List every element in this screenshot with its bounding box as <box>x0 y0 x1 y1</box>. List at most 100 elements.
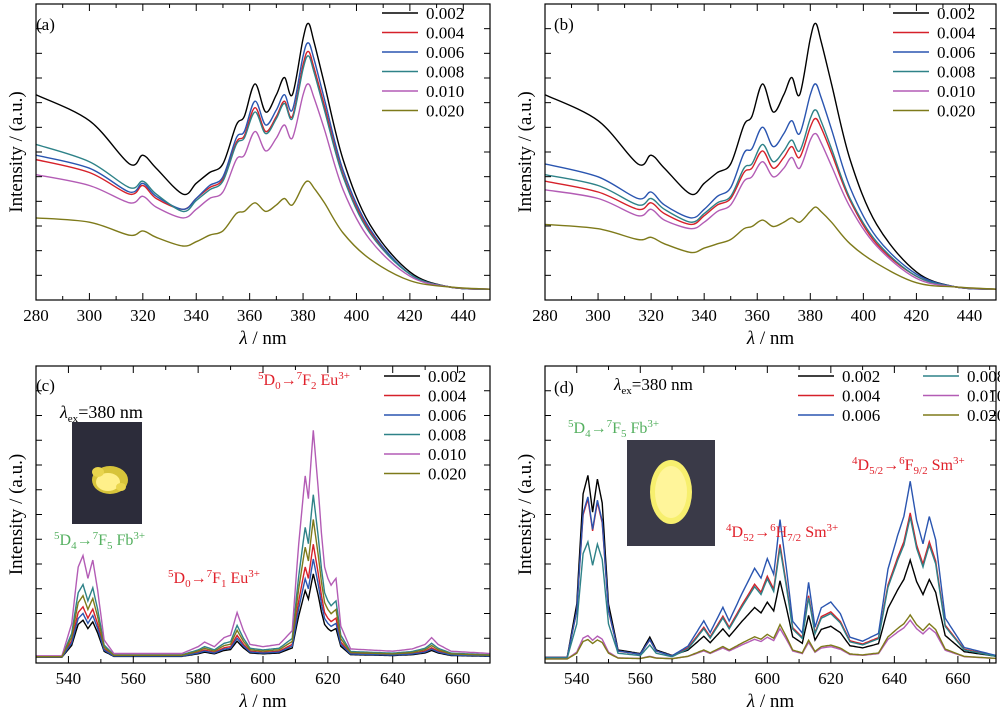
series-line-0.020 <box>545 206 996 290</box>
x-tick-label: 360 <box>237 306 263 325</box>
excitation-label-d: λex=380 nm <box>613 375 693 397</box>
inset-photo-d <box>627 440 715 546</box>
x-tick-label: 600 <box>250 669 276 688</box>
x-tick-label: 540 <box>564 669 590 688</box>
legend-label-0.004: 0.004 <box>842 387 881 406</box>
annotation-5d4-7f5-c: 5D4→7F5 Fb3+ <box>54 530 145 552</box>
series-group <box>36 430 490 658</box>
x-tick-label: 340 <box>691 306 717 325</box>
series-line-0.020 <box>36 180 490 290</box>
x-tick-label: 600 <box>755 669 781 688</box>
legend-label-0.010: 0.010 <box>428 445 466 464</box>
panels: 280 300 320 340 360 380 400 420 440 λ / nm Intensi… <box>6 3 1000 712</box>
panel-tag-b: (b) <box>554 15 574 34</box>
legend-label-0.002: 0.002 <box>428 367 466 386</box>
legend-label-0.020: 0.020 <box>426 102 464 121</box>
x-tick-label: 620 <box>315 669 341 688</box>
plot-frame <box>35 3 491 301</box>
inset-photo-c <box>72 422 142 524</box>
legend-label-0.020: 0.020 <box>937 102 975 121</box>
series-line-0.004 <box>36 50 490 290</box>
x-tick-label: 620 <box>818 669 844 688</box>
x-axis-title: λ / nm <box>238 328 287 349</box>
series-line-0.010 <box>545 132 996 290</box>
legend-label-0.010: 0.010 <box>426 82 464 101</box>
series-line-0.006 <box>36 42 490 290</box>
x-tick-label: 320 <box>638 306 664 325</box>
x-tick-label: 580 <box>691 669 717 688</box>
x-tick-label: 440 <box>957 306 983 325</box>
x-tick-label: 560 <box>121 669 147 688</box>
panel-tag-c: (c) <box>36 376 55 395</box>
panel-a: 280 300 320 340 360 380 400 420 440 λ / nm Intensi… <box>6 3 491 349</box>
x-tick-label: 580 <box>185 669 211 688</box>
x-tick-label: 560 <box>628 669 654 688</box>
x-tick-label: 420 <box>397 306 423 325</box>
y-axis-title: Intensity / (a.u.) <box>515 91 536 212</box>
series-line-0.010 <box>36 430 490 657</box>
x-tick-label: 380 <box>290 306 316 325</box>
x-tick-label: 340 <box>183 306 209 325</box>
series-group <box>545 475 996 660</box>
legend-label-0.002: 0.002 <box>842 367 880 386</box>
legend-label-0.002: 0.002 <box>937 4 975 23</box>
x-tick-label: 640 <box>380 669 406 688</box>
annotation-4d52-6h72: 4D52→6H7/2 Sm3+ <box>726 522 838 544</box>
annotation-5d4-7f5-d: 5D4→7F5 Fb3+ <box>568 418 659 440</box>
legend-label-0.010: 0.010 <box>937 82 975 101</box>
x-tick-label: 360 <box>744 306 770 325</box>
legend-label-0.004: 0.004 <box>426 24 465 43</box>
series-line-0.004 <box>545 117 996 290</box>
series-line-0.008 <box>545 516 996 659</box>
series-line-0.006 <box>545 83 996 290</box>
legend-label-0.010: 0.010 <box>967 387 1000 406</box>
panel-tag-d: (d) <box>554 378 574 397</box>
series-group <box>545 22 996 290</box>
panel-b: 280 300 320 340 360 380 400 420 440 λ / nm Intensi… <box>515 3 997 349</box>
annotation-5d0-7f1: 5D0→7F1 Eu3+ <box>168 568 260 590</box>
x-tick-label: 660 <box>445 669 471 688</box>
y-axis-title: Intensity / (a.u.) <box>515 454 536 575</box>
series-line-0.002 <box>36 22 490 290</box>
legend-label-0.008: 0.008 <box>967 367 1000 386</box>
series-line-0.002 <box>545 22 996 290</box>
x-tick-label: 300 <box>585 306 611 325</box>
series-line-0.020 <box>36 519 490 658</box>
y-axis-title: Intensity / (a.u.) <box>6 454 27 575</box>
legend-label-0.020: 0.020 <box>428 465 466 484</box>
legend-label-0.008: 0.008 <box>426 63 464 82</box>
series-line-0.006 <box>36 558 490 658</box>
x-tick-label: 300 <box>77 306 103 325</box>
x-tick-label: 280 <box>532 306 558 325</box>
x-tick-label: 400 <box>851 306 877 325</box>
x-axis-title: λ / nm <box>746 328 795 349</box>
series-line-0.006 <box>545 481 996 659</box>
plot-frame <box>544 3 997 301</box>
annotation-5d0-7f2: 5D0→7F2 Eu3+ <box>258 370 350 392</box>
legend-label-0.006: 0.006 <box>428 406 466 425</box>
legend-label-0.020: 0.020 <box>967 406 1000 425</box>
x-tick-label: 540 <box>56 669 82 688</box>
panel-c: 540 560 580 600 620 640 660 λ / nm Intensity / (… <box>6 365 491 712</box>
legend-label-0.002: 0.002 <box>426 4 464 23</box>
x-tick-label: 320 <box>130 306 156 325</box>
legend-label-0.006: 0.006 <box>426 43 464 62</box>
x-axis-title: λ / nm <box>746 691 795 712</box>
plot-frame <box>544 365 997 664</box>
x-tick-label: 400 <box>344 306 370 325</box>
y-axis-title: Intensity / (a.u.) <box>6 91 27 212</box>
legend-label-0.008: 0.008 <box>428 426 466 445</box>
legend-label-0.006: 0.006 <box>842 406 880 425</box>
annotation-4d52-6f92: 4D5/2→6F9/2 Sm3+ <box>852 455 965 477</box>
series-line-0.002 <box>545 475 996 658</box>
legend-label-0.008: 0.008 <box>937 63 975 82</box>
x-tick-label: 440 <box>451 306 477 325</box>
x-axis-title: λ / nm <box>238 691 287 712</box>
legend-label-0.004: 0.004 <box>428 387 467 406</box>
series-line-0.008 <box>36 55 490 290</box>
panel-tag-a: (a) <box>36 15 55 34</box>
legend-label-0.006: 0.006 <box>937 43 975 62</box>
series-line-0.020 <box>545 613 996 660</box>
x-tick-label: 660 <box>945 669 971 688</box>
